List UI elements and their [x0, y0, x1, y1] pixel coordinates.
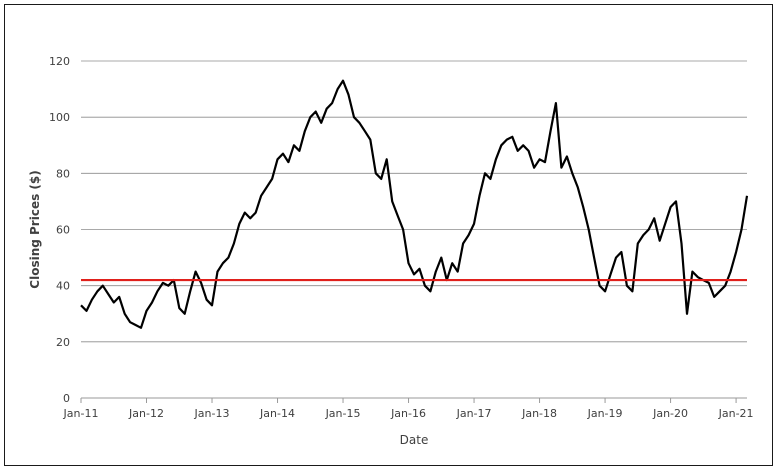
x-tick-label: Jan-11: [63, 407, 99, 420]
x-tick-label: Jan-19: [587, 407, 623, 420]
y-tick-label: 40: [56, 280, 70, 293]
x-tick-label: Jan-14: [259, 407, 295, 420]
x-tick-label: Jan-17: [456, 407, 492, 420]
gridlines: [81, 60, 747, 343]
x-tick-label: Jan-12: [128, 407, 164, 420]
x-tick-label: Jan-21: [718, 407, 754, 420]
x-tick-marks: [80, 398, 737, 403]
y-tick-label: 120: [49, 55, 70, 68]
x-tick-labels: Jan-11 Jan-12 Jan-13 Jan-14 Jan-15 Jan-16 Jan-…: [63, 407, 754, 420]
y-tick-label: 20: [56, 336, 70, 349]
y-axis-label: Closing Prices ($): [28, 170, 42, 288]
y-tick-label: 100: [49, 111, 70, 124]
y-tick-label: 0: [63, 392, 70, 405]
y-tick-labels: 0 20 40 60 80 100 120: [49, 55, 70, 405]
y-tick-label: 60: [56, 224, 70, 237]
x-tick-label: Jan-20: [652, 407, 688, 420]
x-tick-label: Jan-15: [325, 407, 361, 420]
series-line-closing-price: [80, 79, 749, 329]
y-tick-label: 80: [56, 167, 70, 180]
x-axis-label: Date: [400, 433, 429, 447]
x-tick-label: Jan-18: [521, 407, 557, 420]
x-tick-label: Jan-13: [194, 407, 230, 420]
x-tick-label: Jan-16: [390, 407, 426, 420]
